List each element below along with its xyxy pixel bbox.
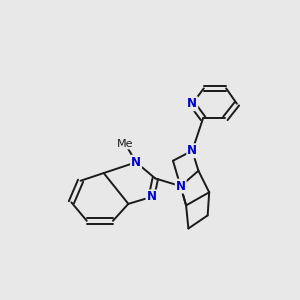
Text: N: N [146, 190, 156, 203]
Text: N: N [176, 180, 186, 193]
Text: N: N [131, 156, 141, 169]
Text: N: N [187, 97, 197, 110]
Text: N: N [187, 144, 197, 157]
Text: Me: Me [117, 139, 134, 149]
